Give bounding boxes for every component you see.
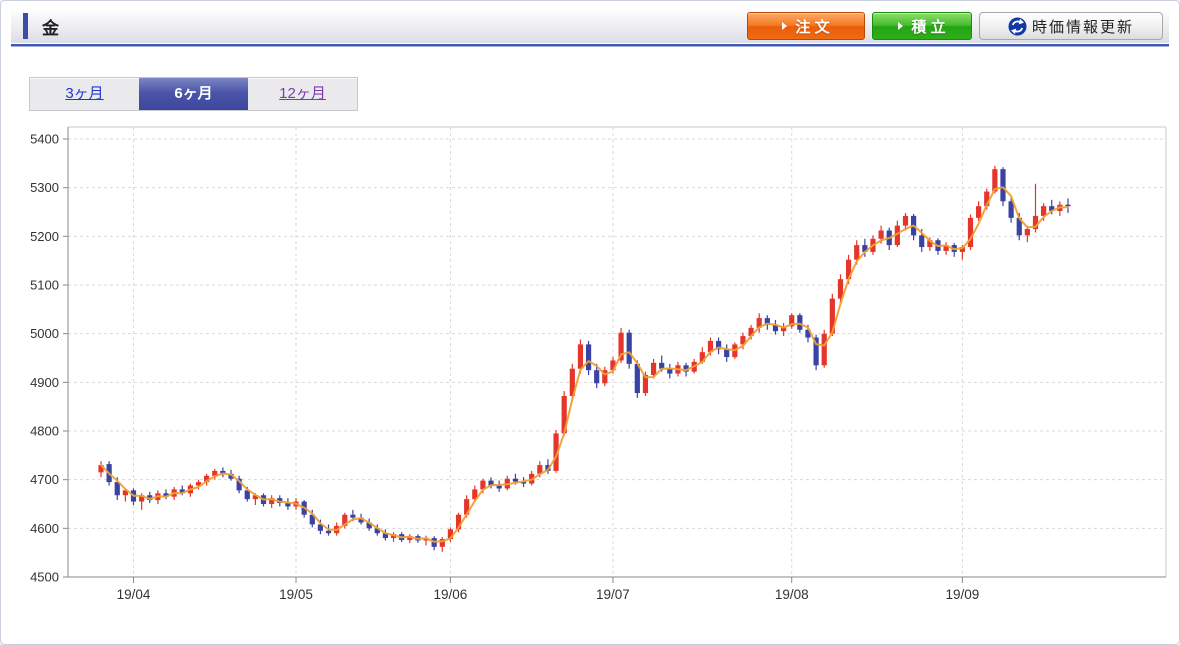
tab-12months[interactable]: 12ヶ月: [279, 85, 326, 102]
header-divider: [11, 43, 1169, 47]
svg-text:4700: 4700: [30, 472, 59, 487]
accumulate-button[interactable]: 積 立: [872, 12, 972, 40]
page-title: 金: [42, 18, 60, 38]
refresh-price-button[interactable]: 時価情報更新: [979, 12, 1163, 40]
tab-6months[interactable]: 6ヶ月: [139, 78, 248, 110]
candlestick-chart: 4500 4600 4700 4800 4900 5000 5100 5200 5300 5400…: [1, 117, 1179, 622]
title-accent-bar: [23, 13, 28, 39]
svg-text:5100: 5100: [30, 278, 59, 293]
svg-text:5000: 5000: [30, 326, 59, 341]
header-bar: 金 注 文 積 立 時価情: [11, 9, 1169, 43]
refresh-icon: [1008, 17, 1027, 36]
svg-text:19/09: 19/09: [945, 587, 979, 602]
period-tabs: 3ヶ月 6ヶ月 12ヶ月: [29, 77, 358, 111]
order-button-label: 注 文: [795, 18, 830, 36]
svg-text:19/04: 19/04: [117, 587, 151, 602]
svg-text:4900: 4900: [30, 375, 59, 390]
svg-text:19/07: 19/07: [596, 587, 630, 602]
chart-canvas: 4500 4600 4700 4800 4900 5000 5100 5200 5300 5400…: [30, 126, 1167, 602]
svg-text:5200: 5200: [30, 229, 59, 244]
tab-3months[interactable]: 3ヶ月: [65, 85, 104, 102]
refresh-button-label: 時価情報更新: [1031, 18, 1134, 36]
svg-text:19/06: 19/06: [434, 587, 468, 602]
svg-text:5300: 5300: [30, 180, 59, 195]
header-buttons: 注 文 積 立 時価情報更新: [747, 12, 1169, 40]
svg-text:4800: 4800: [30, 424, 59, 439]
order-button[interactable]: 注 文: [747, 12, 865, 40]
svg-text:19/08: 19/08: [775, 587, 809, 602]
svg-text:19/05: 19/05: [279, 587, 313, 602]
accumulate-button-label: 積 立: [911, 18, 946, 36]
arrow-right-icon: [782, 22, 788, 30]
svg-text:5400: 5400: [30, 132, 59, 147]
arrow-right-icon: [898, 22, 904, 30]
svg-text:4600: 4600: [30, 521, 59, 536]
svg-text:4500: 4500: [30, 570, 59, 585]
